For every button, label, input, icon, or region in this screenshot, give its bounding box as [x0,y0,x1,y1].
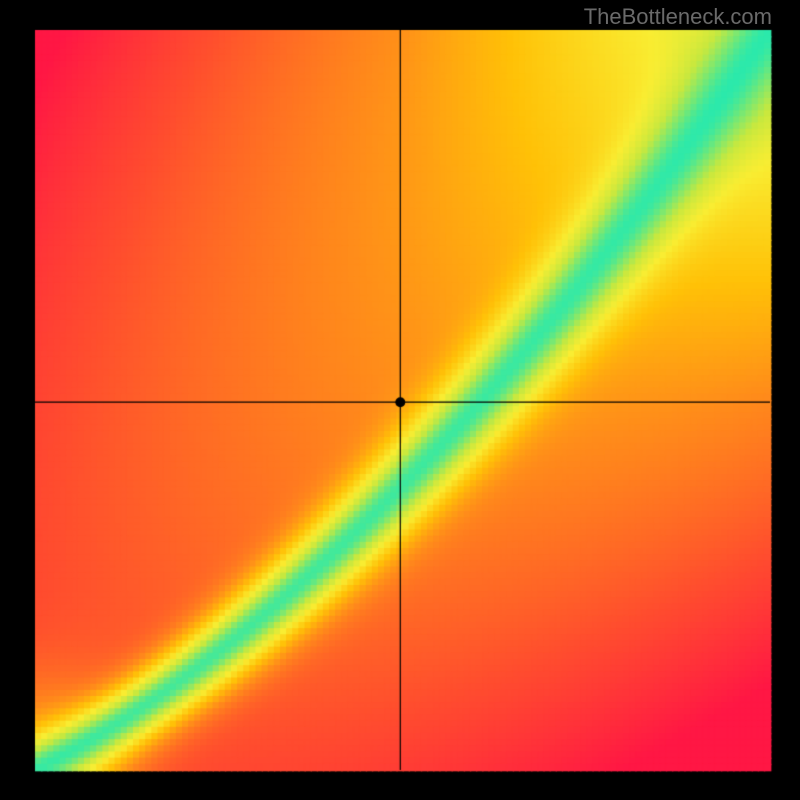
chart-container: { "canvas": { "width": 800, "height": 80… [0,0,800,800]
watermark-text: TheBottleneck.com [584,4,772,30]
heatmap-canvas [0,0,800,800]
